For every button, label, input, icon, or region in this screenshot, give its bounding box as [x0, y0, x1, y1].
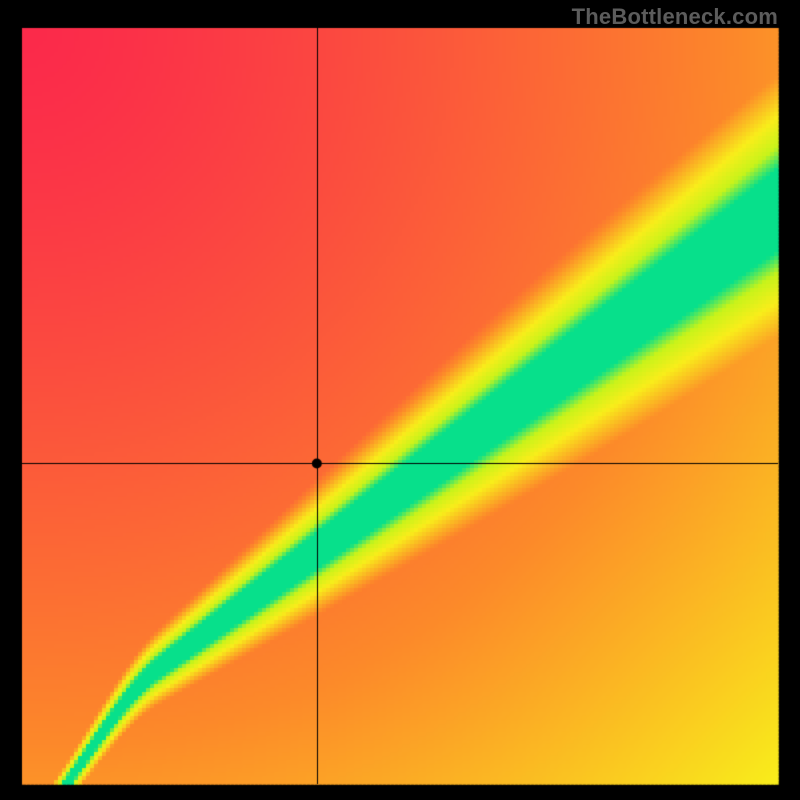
bottleneck-heatmap [0, 0, 800, 800]
chart-container: TheBottleneck.com [0, 0, 800, 800]
watermark-text: TheBottleneck.com [572, 4, 778, 30]
